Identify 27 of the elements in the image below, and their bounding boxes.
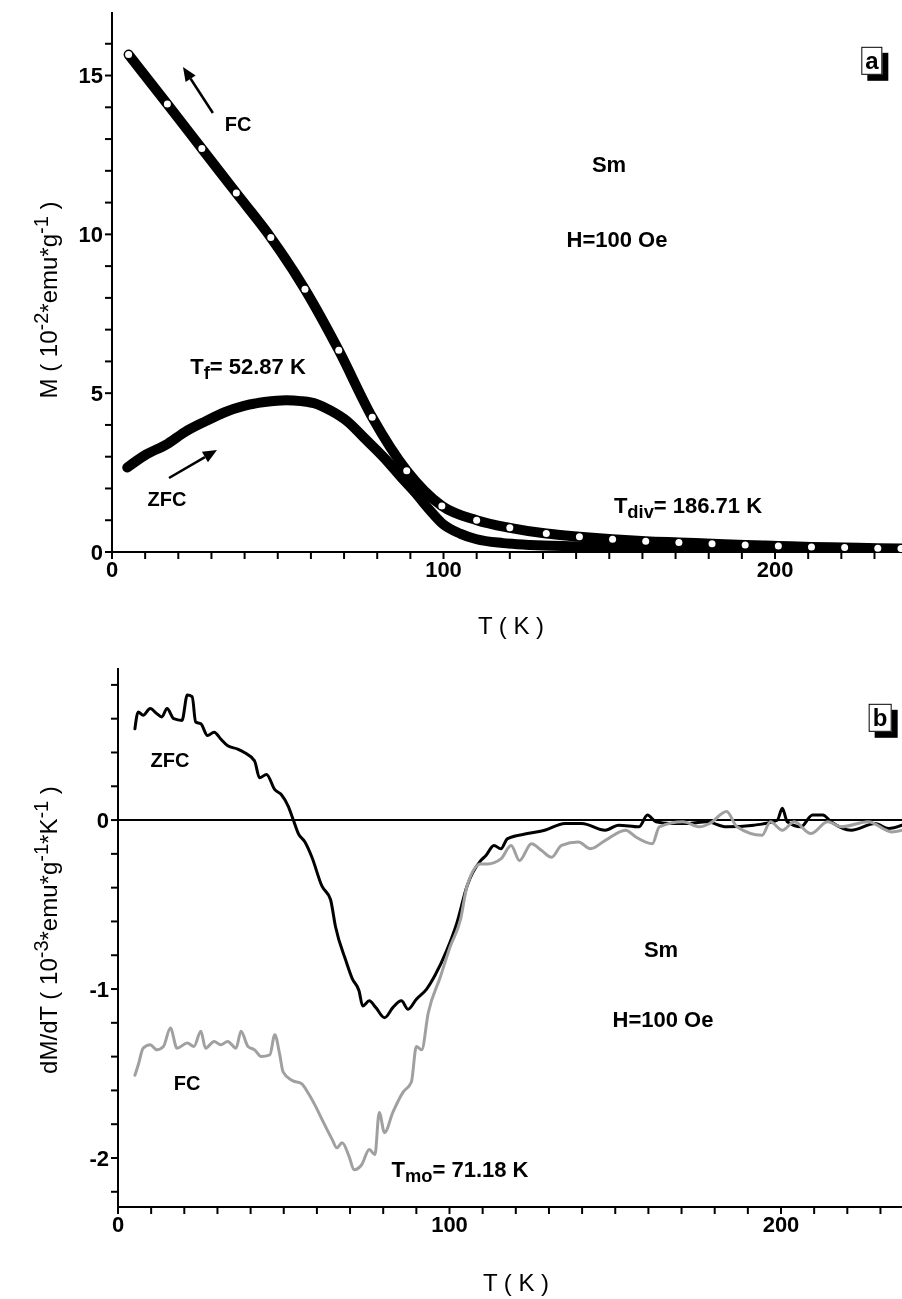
y-tick-label: 5 xyxy=(90,380,103,406)
annotation: Sm xyxy=(643,936,679,963)
y-tick-label: -1 xyxy=(89,976,109,1002)
series-label: FC xyxy=(173,1072,201,1094)
annotation: H=100 Oe xyxy=(566,226,668,253)
x-tick-label: 200 xyxy=(762,1211,800,1237)
annotation: Sm xyxy=(591,151,627,178)
y-tick-label: 0 xyxy=(90,539,103,565)
legend-label: ZFC xyxy=(147,488,187,510)
annotation: b xyxy=(868,703,892,733)
annotation: H=100 Oe xyxy=(612,1006,714,1033)
y-tick-label: -2 xyxy=(89,1145,109,1171)
y-tick-label: 15 xyxy=(78,63,103,89)
y-tick-label: 10 xyxy=(78,222,103,248)
annotation: T$_{f}$= 52.87 K xyxy=(190,353,306,384)
annotation: a xyxy=(861,46,883,76)
x-axis-title: T ( K ) xyxy=(482,1268,550,1297)
annotation: T$_{mo}$= 71.18 K xyxy=(391,1156,529,1187)
x-tick-label: 0 xyxy=(111,1211,125,1237)
x-tick-label: 200 xyxy=(756,556,794,582)
annotation: T$_{div}$= 186.71 K xyxy=(613,492,763,523)
series-label: FC xyxy=(224,113,252,135)
x-tick-label: 100 xyxy=(425,556,462,582)
series-label: ZFC xyxy=(150,749,190,771)
y-tick-label: 0 xyxy=(96,807,109,833)
x-tick-label: 100 xyxy=(431,1211,468,1237)
x-axis-title: T ( K ) xyxy=(477,611,545,640)
